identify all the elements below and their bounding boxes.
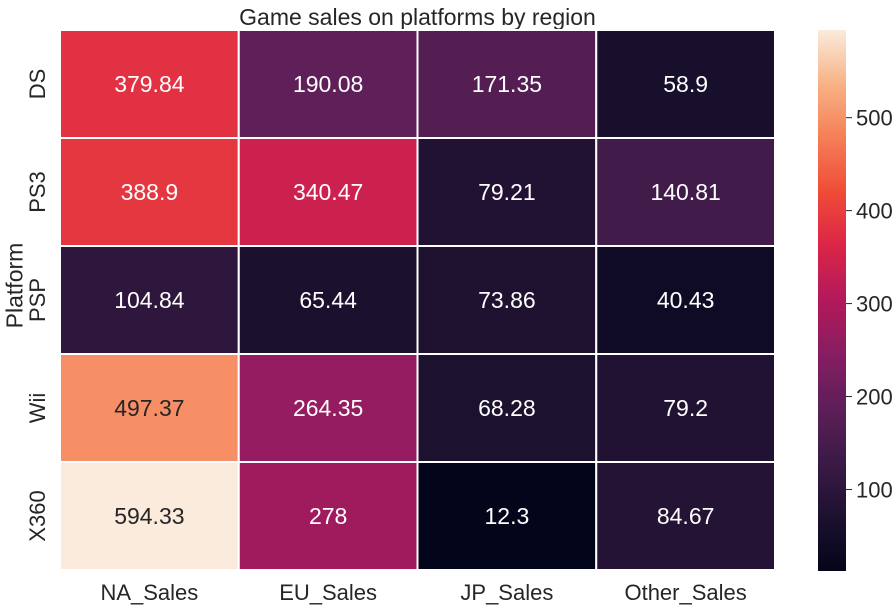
heatmap-cell-psp-other-sales	[595, 245, 776, 355]
x-tick-label: NA_Sales	[100, 580, 198, 605]
cell-value-label: 68.28	[478, 395, 536, 421]
cell-value-label: 84.67	[657, 503, 715, 529]
cell-value-label: 104.84	[114, 287, 185, 313]
colorbar-tick-label: 200	[856, 385, 893, 410]
heatmap-cell-wii-jp-sales	[416, 353, 598, 463]
heatmap-cell-ds-jp-sales	[416, 29, 598, 139]
x-tick-label: Other_Sales	[624, 580, 746, 605]
heatmap-cell-wii-na-sales	[59, 353, 240, 463]
heatmap-cell-x360-eu-sales	[237, 461, 419, 571]
colorbar-tick-label: 300	[856, 292, 893, 317]
heatmap-cell-x360-jp-sales	[416, 461, 598, 571]
x-tick-label: EU_Sales	[279, 580, 377, 605]
y-tick-label: DS	[25, 69, 50, 100]
cell-value-label: 65.44	[299, 287, 357, 313]
x-tick-label: JP_Sales	[460, 580, 553, 605]
cell-value-label: 73.86	[478, 287, 536, 313]
y-tick-label: X360	[25, 490, 50, 541]
colorbar-tick-label: 100	[856, 477, 893, 502]
heatmap-cell-ds-na-sales	[59, 29, 240, 139]
cell-value-label: 190.08	[293, 71, 363, 97]
heatmap-cell-ps3-other-sales	[595, 137, 776, 247]
cell-value-label: 388.9	[121, 179, 179, 205]
colorbar	[818, 30, 846, 571]
cell-value-label: 79.21	[478, 179, 536, 205]
cell-value-label: 264.35	[293, 395, 363, 421]
cell-value-label: 40.43	[657, 287, 715, 313]
cell-value-label: 12.3	[484, 503, 529, 529]
y-tick-label: Wii	[25, 393, 50, 424]
cell-value-label: 58.9	[663, 71, 708, 97]
heatmap-cell-wii-eu-sales	[237, 353, 419, 463]
cell-value-label: 594.33	[114, 503, 184, 529]
heatmap-cell-psp-eu-sales	[237, 245, 419, 355]
cell-value-label: 79.2	[663, 395, 708, 421]
cell-value-label: 379.84	[114, 71, 185, 97]
cell-value-label: 171.35	[472, 71, 542, 97]
heatmap-cell-ds-eu-sales	[237, 29, 419, 139]
heatmap-cell-x360-other-sales	[595, 461, 776, 571]
colorbar-tick-label: 400	[856, 199, 893, 224]
heatmap-cell-wii-other-sales	[595, 353, 776, 463]
y-tick-label: PS3	[25, 171, 50, 213]
cell-value-label: 140.81	[650, 179, 720, 205]
heatmap-cell-ps3-jp-sales	[416, 137, 598, 247]
heatmap-cell-x360-na-sales	[59, 461, 240, 571]
cell-value-label: 340.47	[293, 179, 363, 205]
chart-title: Game sales on platforms by region	[239, 4, 596, 30]
heatmap-cell-psp-na-sales	[59, 245, 240, 355]
cell-value-label: 497.37	[114, 395, 184, 421]
colorbar-tick-label: 500	[856, 106, 893, 131]
y-tick-label: PSP	[25, 278, 50, 322]
cell-value-label: 278	[309, 503, 347, 529]
